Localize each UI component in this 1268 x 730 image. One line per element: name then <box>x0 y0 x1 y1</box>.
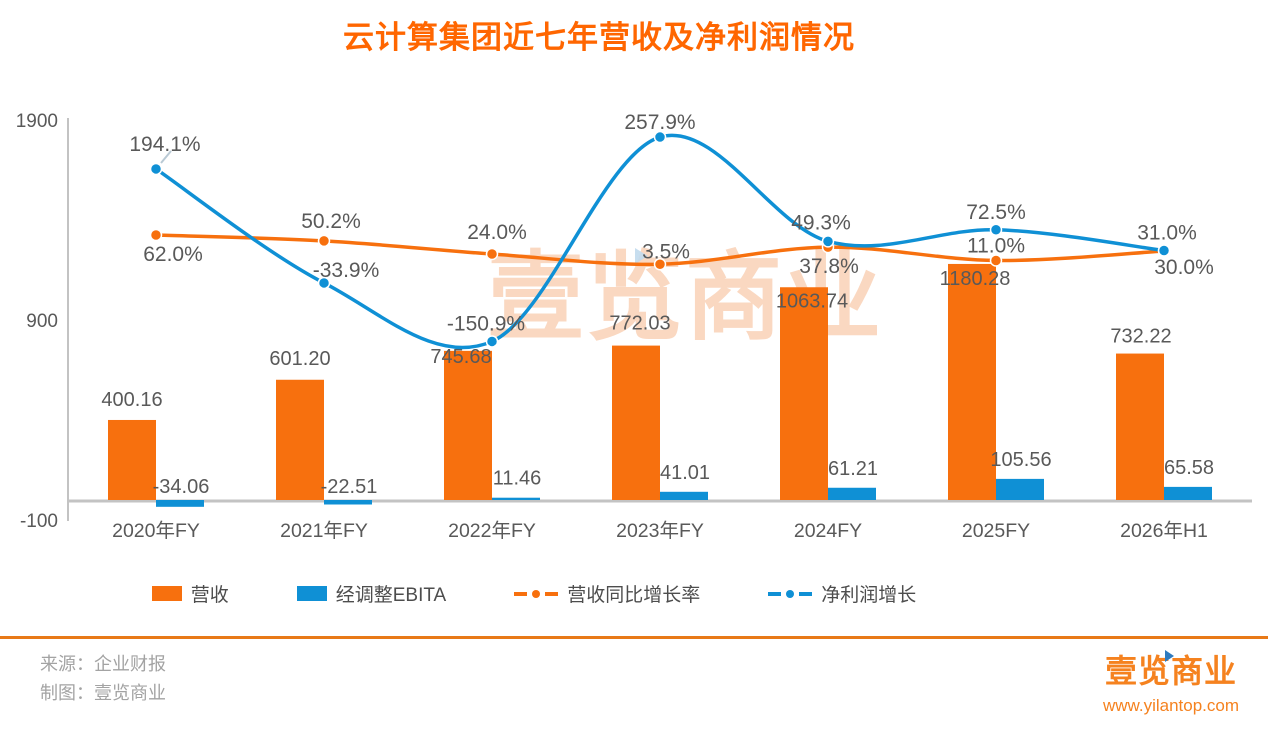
website-url: www.yilantop.com <box>1102 696 1240 715</box>
dot-营收同比增长率-2021年FY <box>317 234 331 248</box>
pct-label-营收同比增长率: 11.0% <box>967 235 1025 258</box>
dot-净利润增长-2022年FY <box>485 335 499 348</box>
bar-营收-2025FY <box>948 263 996 500</box>
bar-经调整EBITA-2025FY <box>996 478 1044 500</box>
footer-source-block: 来源：企业财报 制图：壹览商业 <box>40 650 166 708</box>
dot-营收同比增长率-2025FY <box>989 254 1003 267</box>
bar-经调整EBITA-2026年H1 <box>1164 486 1212 500</box>
bar-value-label: 1063.74 <box>776 290 848 312</box>
bar-营收-2022年FY <box>444 350 492 500</box>
pct-label-营收同比增长率: 3.5% <box>642 240 690 263</box>
pct-label-净利润增长: 72.5% <box>966 201 1026 224</box>
pct-label-净利润增长: -33.9% <box>313 259 380 282</box>
dot-净利润增长-2023年FY <box>653 130 667 144</box>
dot-营收同比增长率-2020年FY <box>149 228 163 242</box>
x-category-label: 2022年FY <box>448 520 536 542</box>
bar-value-label: 745.68 <box>430 346 491 368</box>
source-line: 来源：企业财报 <box>40 654 166 674</box>
watermark-triangle-icon <box>635 248 648 264</box>
bar-value-label: -34.06 <box>153 476 210 498</box>
revenue-growth-line-icon <box>514 589 559 598</box>
yilan-logo: 壹览商业 www.yilantop.com <box>1086 646 1256 716</box>
dot-营收同比增长率-2022年FY <box>485 247 499 261</box>
pct-label-净利润增长: 194.1% <box>129 133 200 156</box>
bar-经调整EBITA-2020年FY <box>156 500 204 507</box>
dot-净利润增长-2025FY <box>989 223 1003 236</box>
legend-label: 经调整EBITA <box>335 585 447 606</box>
x-category-label: 2024FY <box>794 520 862 542</box>
x-category-label: 2026年H1 <box>1120 520 1208 542</box>
dot-净利润增长-2020年FY <box>149 162 163 176</box>
pct-label-营收同比增长率: 50.2% <box>301 210 361 233</box>
bar-value-label: -22.51 <box>321 476 378 498</box>
x-category-label: 2025FY <box>962 520 1030 542</box>
bar-营收-2024FY <box>780 287 828 500</box>
y-tick-label: 900 <box>26 311 58 332</box>
bar-value-label: 400.16 <box>101 389 162 411</box>
dot-净利润增长-2024FY <box>821 235 835 248</box>
pct-label-净利润增长: -150.9% <box>447 312 525 335</box>
x-category-label: 2020年FY <box>112 520 200 542</box>
label-leader-stub <box>160 150 172 164</box>
legend-label: 净利润增长 <box>821 585 917 606</box>
bar-value-label: 41.01 <box>660 462 710 484</box>
bar-value-label: 65.58 <box>1164 457 1214 479</box>
pct-label-营收同比增长率: 30.0% <box>1154 256 1214 279</box>
bar-value-label: 11.46 <box>493 468 542 490</box>
revenue-swatch-icon <box>151 586 182 601</box>
bar-value-label: 732.22 <box>1110 326 1171 348</box>
x-category-label: 2023年FY <box>616 520 704 542</box>
bar-营收-2026年H1 <box>1116 353 1164 500</box>
pct-label-营收同比增长率: 37.8% <box>799 255 859 278</box>
bar-营收-2020年FY <box>108 419 156 500</box>
bar-经调整EBITA-2022年FY <box>492 497 540 500</box>
bar-value-label: 772.03 <box>609 313 670 335</box>
netprofit-growth-line-icon <box>768 589 813 598</box>
dot-净利润增长-2026年H1 <box>1157 244 1171 257</box>
bar-value-label: 61.21 <box>828 458 878 480</box>
bar-value-label: 105.56 <box>990 449 1051 471</box>
pct-label-净利润增长: 257.9% <box>624 111 695 134</box>
bar-经调整EBITA-2021年FY <box>324 500 372 505</box>
bar-经调整EBITA-2023年FY <box>660 491 708 500</box>
legend-item-revenue: 营收 <box>151 580 229 607</box>
legend-item-ebita: 经调整EBITA <box>296 580 447 607</box>
y-tick-label: -100 <box>20 511 58 532</box>
dot-净利润增长-2021年FY <box>317 276 331 290</box>
y-tick-label: 1900 <box>16 111 58 132</box>
legend-item-revenue-growth: 营收同比增长率 <box>514 580 700 607</box>
pct-label-营收同比增长率: 62.0% <box>143 243 203 266</box>
chart-legend: 营收 经调整EBITA 营收同比增长率 净利润增长 <box>0 580 1068 607</box>
dot-营收同比增长率-2023年FY <box>653 258 667 271</box>
legend-label: 营收同比增长率 <box>567 585 701 606</box>
logo-wrap: 壹览商业 <box>1105 646 1237 692</box>
pct-label-净利润增长: 31.0% <box>1137 222 1197 245</box>
bar-value-label: 1180.28 <box>940 268 1011 290</box>
bar-经调整EBITA-2024FY <box>828 487 876 500</box>
bar-营收-2023年FY <box>612 345 660 500</box>
logo-triangle-icon <box>1164 650 1174 662</box>
pct-label-营收同比增长率: 24.0% <box>467 221 527 244</box>
x-category-label: 2021年FY <box>280 520 368 542</box>
bar-营收-2021年FY <box>276 379 324 500</box>
ebita-swatch-icon <box>296 586 327 601</box>
legend-label: 营收 <box>190 585 229 606</box>
footer-divider <box>0 636 1268 639</box>
bar-value-label: 601.20 <box>269 348 330 370</box>
credit-line: 制图：壹览商业 <box>40 683 166 703</box>
page-title: 云计算集团近七年营收及净利润情况 <box>343 20 855 55</box>
pct-label-净利润增长: 49.3% <box>791 211 851 234</box>
legend-item-netprofit-growth: 净利润增长 <box>768 580 916 607</box>
